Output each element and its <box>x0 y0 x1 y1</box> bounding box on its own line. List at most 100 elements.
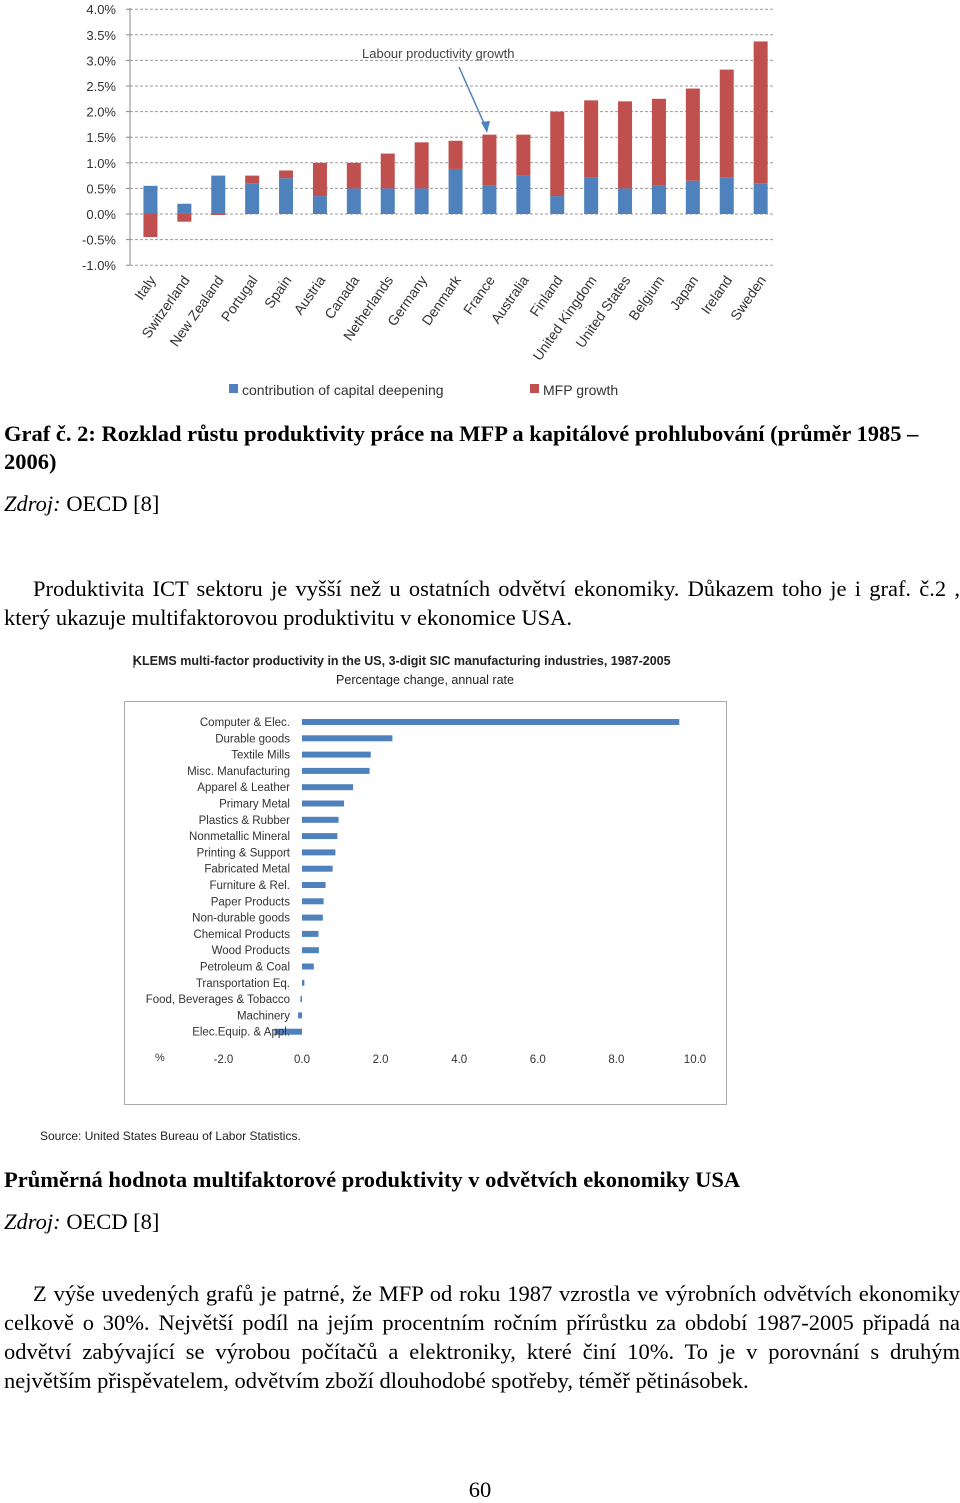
chart2-subtitle: Percentage change, annual rate <box>336 673 514 687</box>
chart1-annotation-arrowhead <box>481 121 490 133</box>
industry-bar <box>274 1028 302 1035</box>
industry-bar <box>302 849 336 856</box>
industry-bar <box>298 1012 302 1019</box>
chart1-y-tick-label: 4.0% <box>86 2 116 17</box>
industry-bar <box>300 996 302 1003</box>
chart1-y-tick-label: 0.5% <box>86 181 116 196</box>
bar-capital-deepening <box>651 185 666 214</box>
chart1-annotation: Labour productivity growth <box>362 46 514 61</box>
industry-label: Misc. Manufacturing <box>187 766 290 778</box>
bar-mfp-growth <box>414 142 429 189</box>
source-text: OECD [8] <box>60 1209 160 1234</box>
legend-label-capital: contribution of capital deepening <box>242 382 444 398</box>
chart1-y-tick-label: 1.0% <box>86 156 116 171</box>
paragraph-1: Produktivita ICT sektoru je vyšší než u … <box>4 574 960 632</box>
bar-capital-deepening <box>279 178 294 214</box>
chart1-y-tick-label: 3.5% <box>86 28 116 43</box>
chart1-y-tick-label: 1.5% <box>86 130 116 145</box>
industry-label: Apparel & Leather <box>197 782 290 794</box>
source-label: Zdroj: <box>4 1209 61 1234</box>
bar-mfp-growth <box>279 170 294 179</box>
chart2-title: KLEMS multi-factor productivity in the U… <box>133 654 671 668</box>
industry-label: Elec.Equip. & Appl. <box>192 1027 290 1039</box>
industry-label: Primary Metal <box>219 799 290 811</box>
industry-bar <box>302 979 305 986</box>
source-label: Zdroj: <box>4 491 61 516</box>
industry-label: Printing & Support <box>197 847 291 859</box>
industry-label: Fabricated Metal <box>204 864 290 876</box>
paragraph-2-text: Z výše uvedených grafů je patrné, že MFP… <box>4 1281 960 1393</box>
bar-mfp-growth <box>550 111 565 197</box>
chart1-x-tick-label: Sweden <box>727 273 769 324</box>
figure-source-2: Zdroj: OECD [8] <box>4 1208 159 1236</box>
industry-bar <box>302 963 314 970</box>
bar-mfp-growth <box>685 88 700 181</box>
industry-label: Plastics & Rubber <box>199 815 291 827</box>
chart2-x-tick-label: 6.0 <box>530 1054 546 1066</box>
figure-caption-2: Průměrná hodnota multifaktorové produkti… <box>4 1167 741 1192</box>
mfp-industries-chart: KLEMS multi-factor productivity in the U… <box>40 654 727 1143</box>
source-text: OECD [8] <box>60 491 160 516</box>
bar-capital-deepening <box>550 196 565 214</box>
chart2-x-tick-label: -2.0 <box>213 1054 233 1066</box>
bar-mfp-growth <box>211 214 226 216</box>
chart2-x-tick-label: 4.0 <box>451 1054 467 1066</box>
industry-bar <box>302 914 323 921</box>
chart1-y-tick-label: 2.0% <box>86 105 116 120</box>
chart2-x-tick-label: 0.0 <box>294 1054 310 1066</box>
paragraph-2: Z výše uvedených grafů je patrné, že MFP… <box>4 1279 960 1395</box>
bar-mfp-growth <box>651 98 666 186</box>
industry-label: Textile Mills <box>231 750 290 762</box>
chart1-y-tick-label: -1.0% <box>82 258 116 273</box>
industry-label: Paper Products <box>211 896 291 908</box>
chart1-bars <box>143 41 768 238</box>
bar-capital-deepening <box>685 180 700 214</box>
bar-mfp-growth <box>448 140 463 169</box>
bar-capital-deepening <box>414 188 429 214</box>
page-number: 60 <box>468 1477 492 1502</box>
chart1-x-tick-label: Japan <box>666 273 701 313</box>
bar-capital-deepening <box>380 188 395 214</box>
bar-capital-deepening <box>448 168 463 214</box>
industry-label: Computer & Elec. <box>200 717 290 729</box>
chart2-x-unit: % <box>155 1052 165 1064</box>
industry-label: Machinery <box>237 1010 290 1022</box>
chart2-x-tick-label: 2.0 <box>373 1054 389 1066</box>
industry-bar <box>302 930 319 937</box>
industry-label: Food, Beverages & Tobacco <box>146 994 290 1006</box>
bar-capital-deepening <box>346 188 361 214</box>
chart1-y-tick-labels: 4.0% 3.5% 3.0% 2.5% 2.0% 1.5% 1.0% 0.5% 0.0% -0.5… <box>82 2 116 273</box>
bar-capital-deepening <box>312 196 327 214</box>
legend-swatch-capital <box>229 384 238 393</box>
bar-mfp-growth <box>177 214 192 222</box>
bar-capital-deepening <box>245 183 260 214</box>
figure-caption-1: Graf č. 2: Rozklad růstu produktivity pr… <box>4 421 919 474</box>
chart1-legend: contribution of capital deepening MFP gr… <box>229 382 618 398</box>
chart2-x-tick-label: 10.0 <box>684 1054 706 1066</box>
chart2-x-tick-label: 8.0 <box>608 1054 624 1066</box>
paragraph-1-text: Produktivita ICT sektoru je vyšší než u … <box>4 576 960 630</box>
industry-bar <box>302 816 339 823</box>
bar-mfp-growth <box>516 134 531 176</box>
industry-bar <box>302 784 354 791</box>
bar-mfp-growth <box>380 153 395 189</box>
bar-capital-deepening <box>482 185 497 214</box>
industry-bar <box>302 800 345 807</box>
bar-capital-deepening <box>584 177 599 214</box>
bar-mfp-growth <box>143 214 158 238</box>
bar-capital-deepening <box>719 177 734 214</box>
industry-bar <box>302 947 319 954</box>
chart1-x-tick-label: Belgium <box>625 273 667 324</box>
chart1-y-tick-label: -0.5% <box>82 233 116 248</box>
chart2-category-labels: Computer & Elec. Durable goods Textile Mil… <box>146 717 291 1039</box>
industry-bar <box>302 865 333 872</box>
industry-bar <box>302 751 371 758</box>
legend-swatch-mfp <box>530 384 539 393</box>
bar-mfp-growth <box>346 162 361 189</box>
chart2-bars <box>274 719 680 1035</box>
industry-label: Wood Products <box>212 945 291 957</box>
industry-label: Nonmetallic Mineral <box>189 831 290 843</box>
bar-capital-deepening <box>753 183 768 214</box>
industry-bar <box>302 767 370 774</box>
